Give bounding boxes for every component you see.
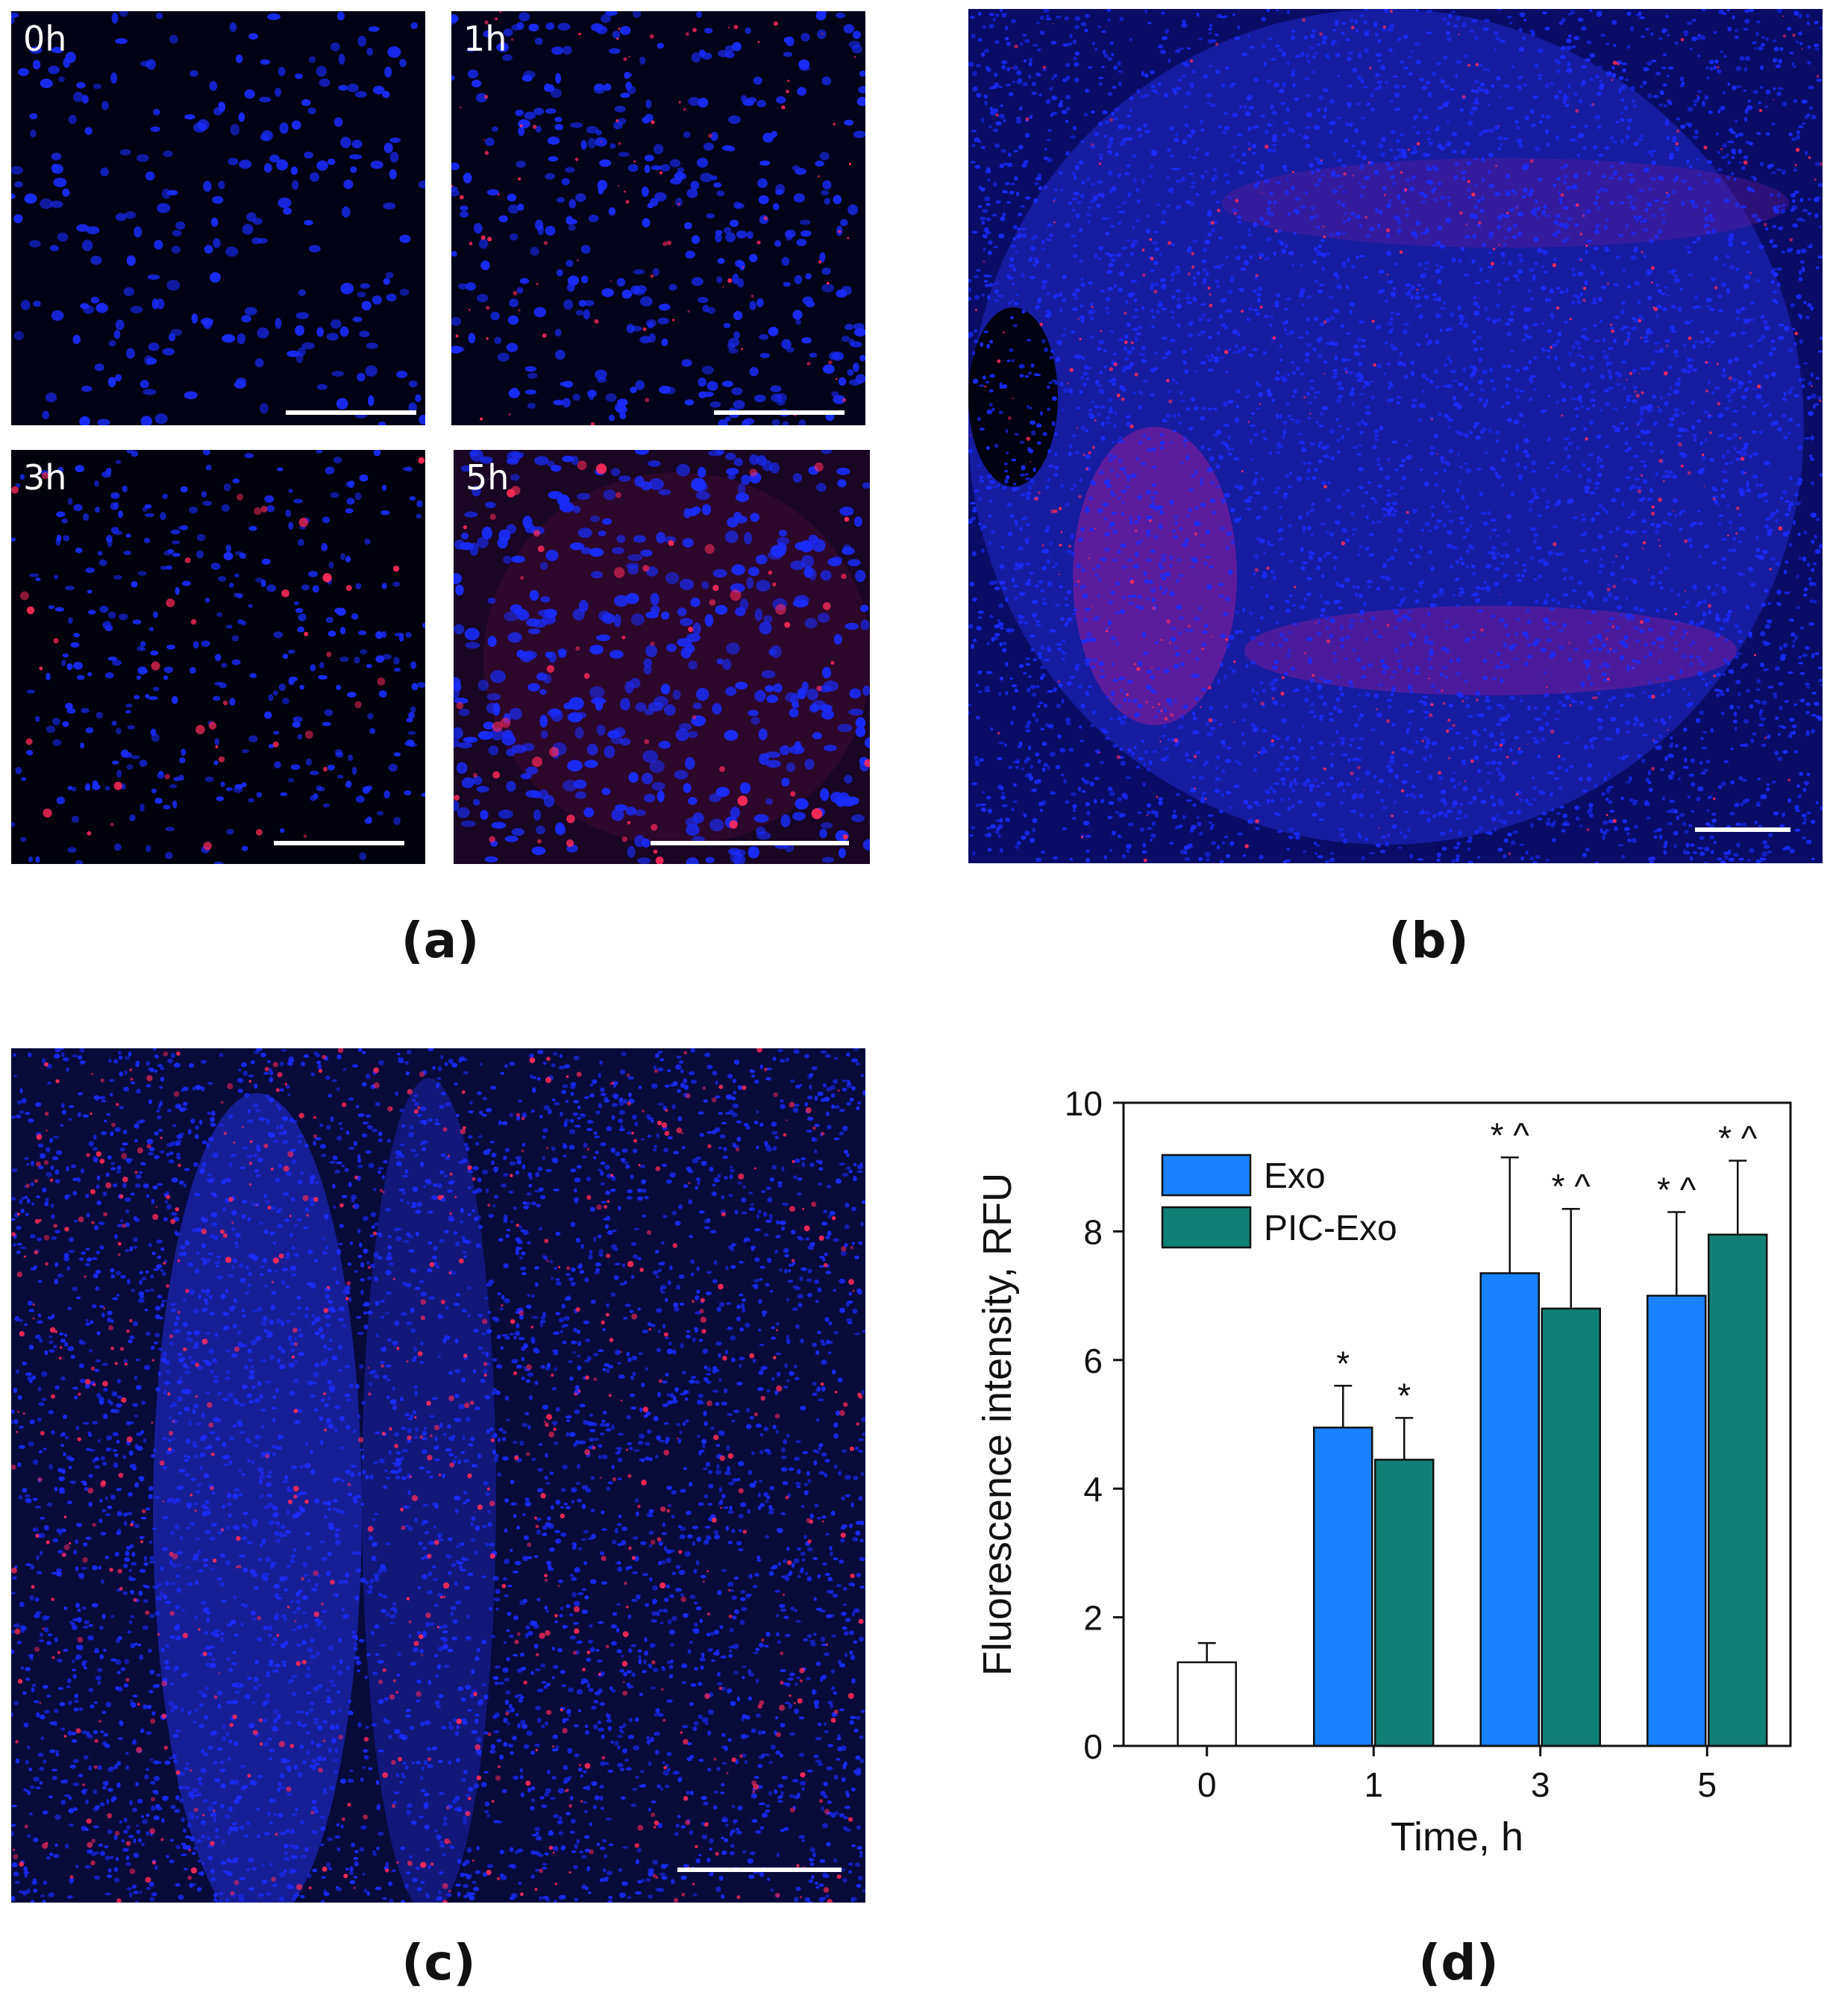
x-axis-label: Time, h xyxy=(1391,1815,1523,1859)
y-tick-label: 0 xyxy=(1083,1727,1103,1766)
micrograph-3h-canvas xyxy=(11,450,425,864)
micrograph-cortex-canvas xyxy=(11,1048,865,1903)
y-tick-label: 8 xyxy=(1083,1212,1103,1251)
bar-control xyxy=(1176,1661,1237,1747)
x-tick-label: 5 xyxy=(1697,1765,1717,1804)
x-tick-label: 1 xyxy=(1364,1765,1383,1804)
x-tick-label: 0 xyxy=(1197,1765,1217,1804)
y-tick-label: 4 xyxy=(1083,1470,1103,1509)
micrograph-hippocampus xyxy=(968,9,1823,863)
micrograph-0h: 0h xyxy=(11,11,425,425)
legend-label: Exo xyxy=(1264,1156,1326,1196)
significance-marker: * xyxy=(1397,1376,1411,1415)
micrograph-1h: 1h xyxy=(451,11,865,425)
panel-label-a: (a) xyxy=(401,912,480,969)
significance-marker: * ^ xyxy=(1552,1167,1591,1206)
scale-bar xyxy=(286,410,416,415)
bar-chart: 0 2 4 6 8 10 0 1 3 5 Time, h Fluorescence intensity… xyxy=(975,1084,1792,1859)
bar-pic-exo-1 xyxy=(1374,1459,1435,1747)
micrograph-hippocampus-canvas xyxy=(968,9,1823,863)
legend-swatch xyxy=(1161,1153,1252,1197)
significance-marker: * xyxy=(1336,1344,1350,1383)
micrograph-3h: 3h xyxy=(11,450,425,864)
legend-swatch xyxy=(1161,1206,1252,1249)
significance-marker: * ^ xyxy=(1718,1119,1758,1158)
legend-label: PIC-Exo xyxy=(1264,1209,1397,1248)
bar-exo-5 xyxy=(1646,1295,1707,1747)
y-tick-label: 2 xyxy=(1083,1599,1103,1638)
y-axis-label: Fluorescence intensity, RFU xyxy=(975,1173,1020,1676)
panel-label-c: (c) xyxy=(401,1934,476,1991)
y-tick-label: 10 xyxy=(1065,1084,1103,1123)
micrograph-cortex xyxy=(11,1048,865,1903)
time-label-0h: 0h xyxy=(23,19,67,59)
panel-label-d: (d) xyxy=(1418,1934,1499,1991)
x-tick-label: 3 xyxy=(1531,1765,1550,1804)
scale-bar xyxy=(714,410,845,415)
scale-bar xyxy=(1695,827,1790,832)
micrograph-1h-canvas xyxy=(451,11,865,425)
bar-pic-exo-3 xyxy=(1541,1307,1601,1747)
bar-pic-exo-5 xyxy=(1708,1233,1768,1747)
bar-exo-3 xyxy=(1479,1272,1540,1747)
bar-exo-1 xyxy=(1313,1427,1373,1747)
panel-label-b: (b) xyxy=(1388,912,1469,969)
micrograph-0h-canvas xyxy=(11,11,425,425)
significance-marker: * ^ xyxy=(1491,1115,1530,1154)
micrograph-5h-canvas xyxy=(454,450,870,864)
time-label-5h: 5h xyxy=(466,457,510,498)
micrograph-5h: 5h xyxy=(454,450,870,864)
significance-marker: * ^ xyxy=(1657,1171,1696,1209)
scale-bar xyxy=(274,841,404,845)
scale-bar xyxy=(651,841,849,845)
y-tick-label: 6 xyxy=(1083,1342,1103,1380)
scale-bar xyxy=(677,1868,842,1872)
time-label-3h: 3h xyxy=(23,457,67,498)
time-label-1h: 1h xyxy=(463,19,507,59)
